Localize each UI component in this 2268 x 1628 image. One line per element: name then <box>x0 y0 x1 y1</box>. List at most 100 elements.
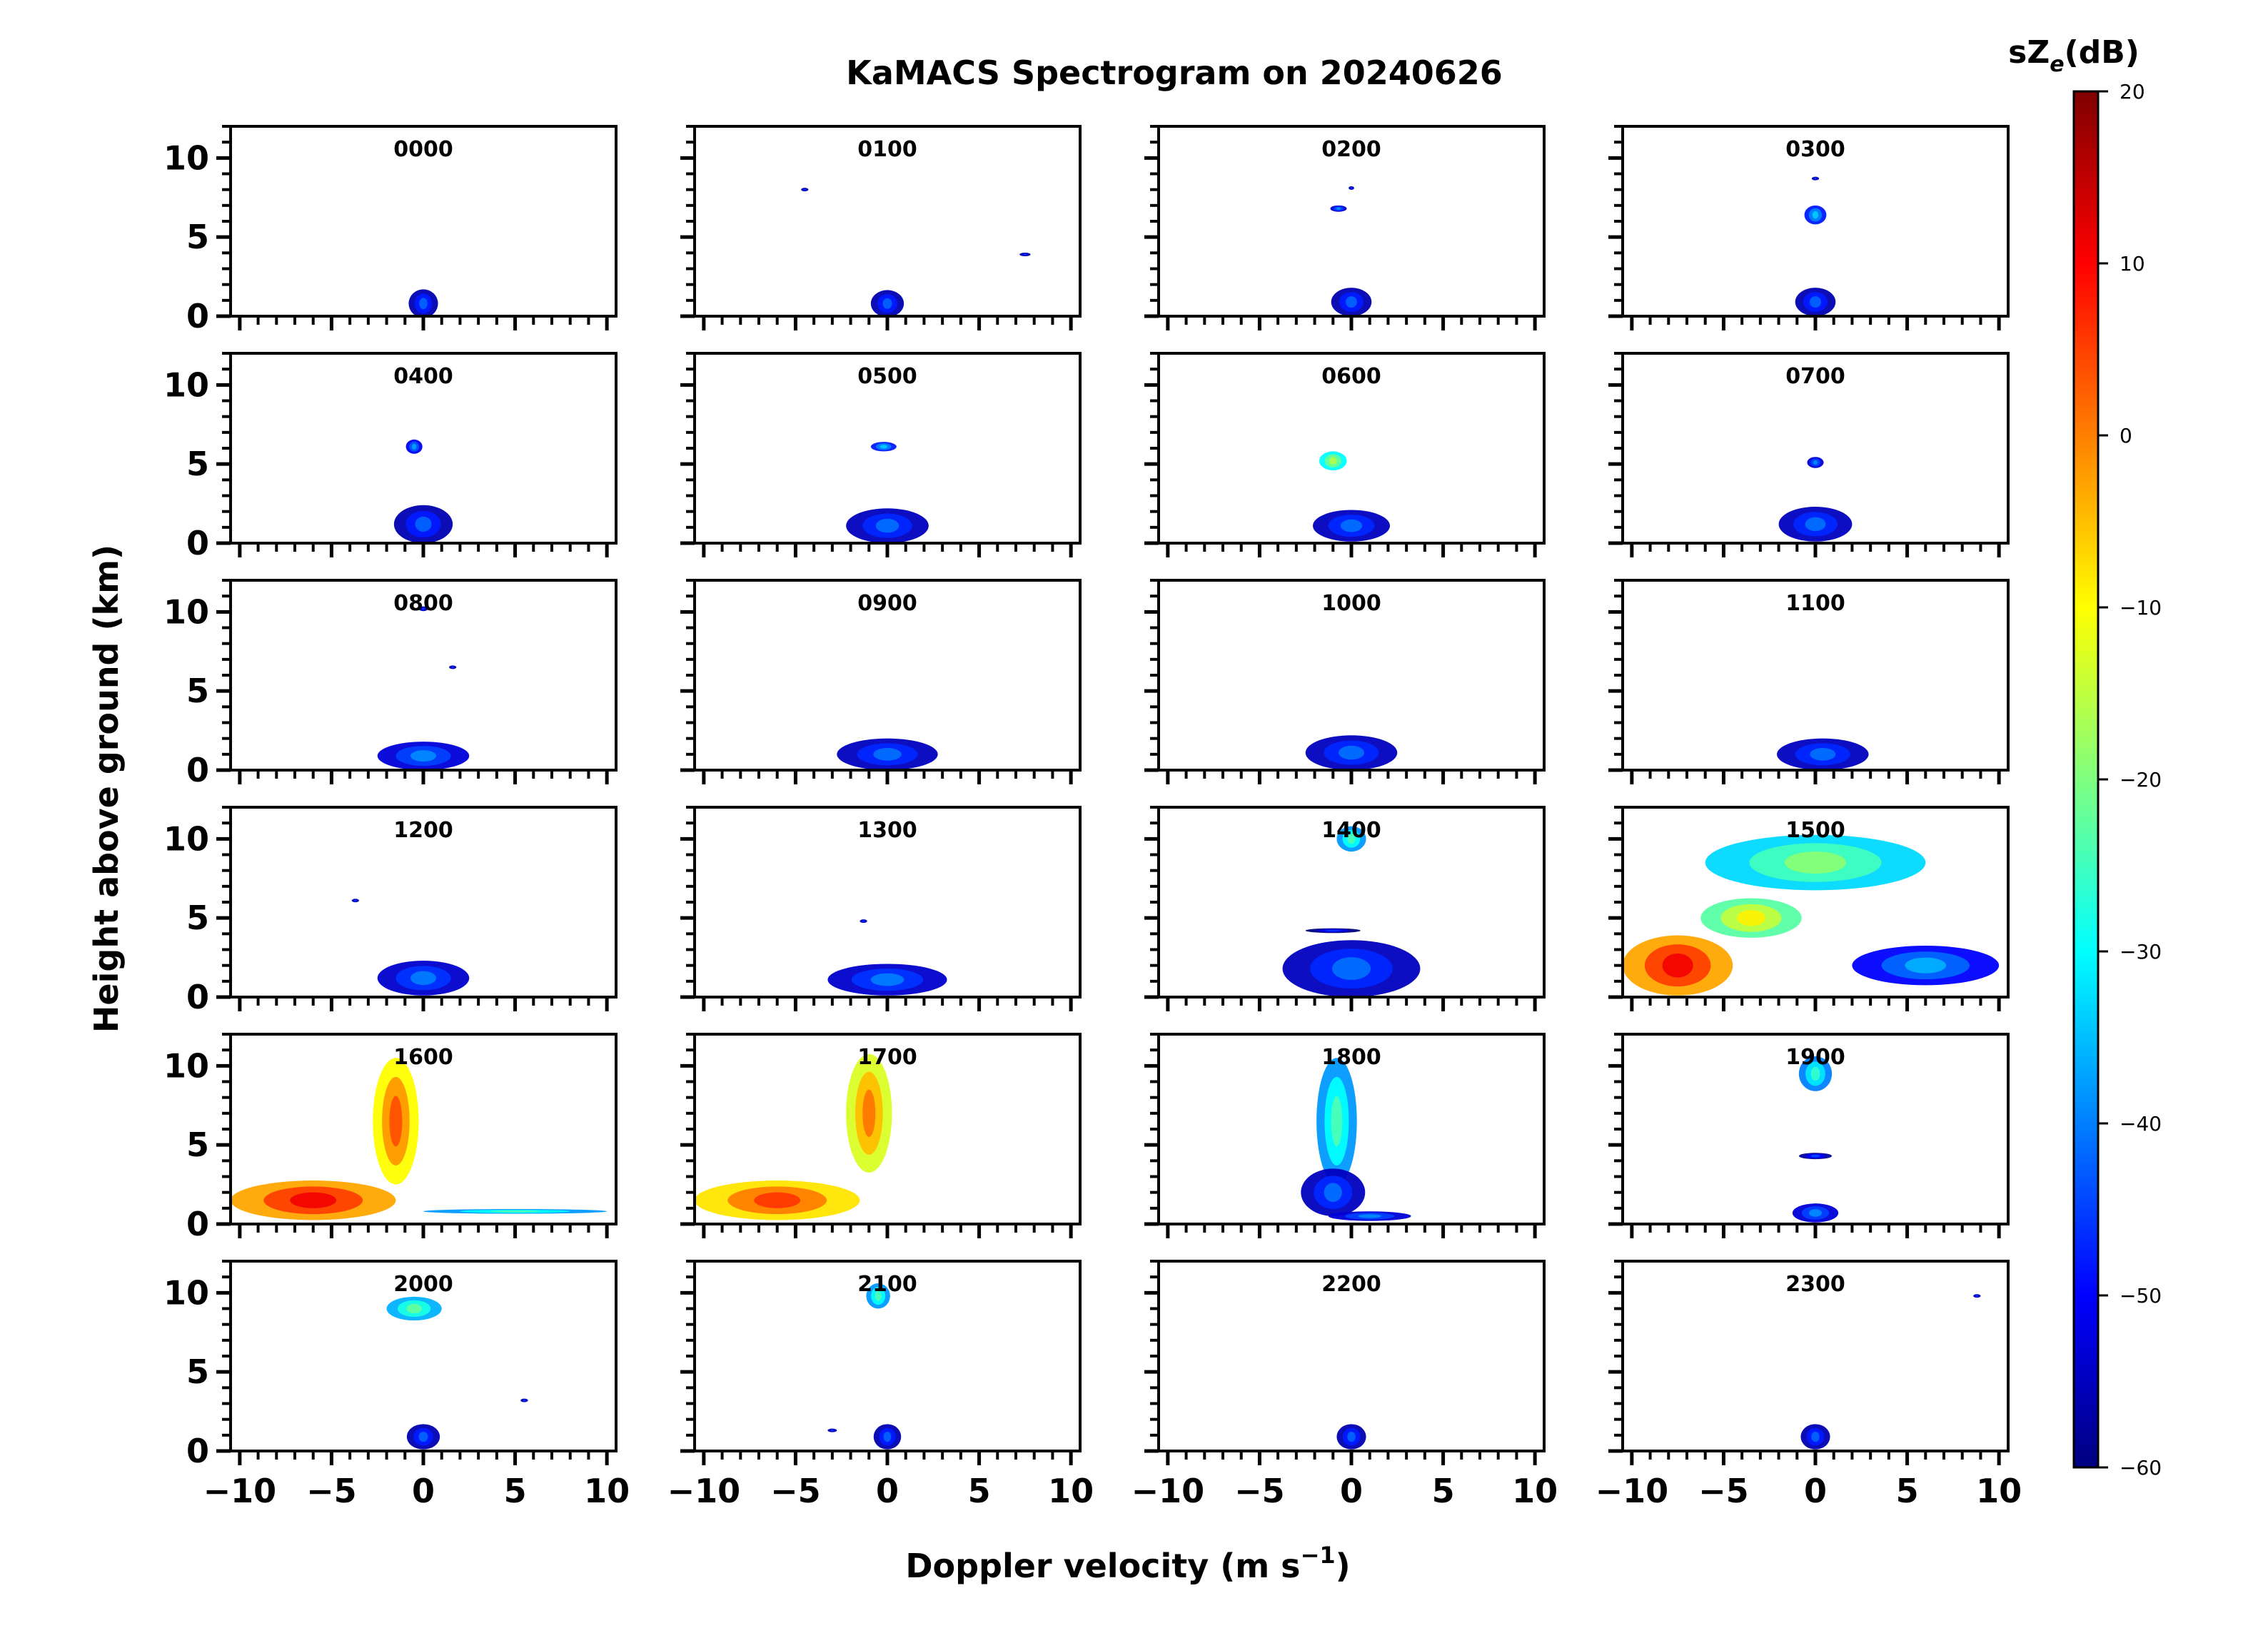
x-tick-label: 5 <box>968 1472 991 1510</box>
spectral-echo-peak <box>1810 1066 1820 1081</box>
spectral-echo-peak <box>354 899 357 901</box>
spectral-echo-peak <box>523 1400 525 1402</box>
panel-data <box>1623 834 2000 996</box>
colorbar-tick-label: 10 <box>2120 252 2145 275</box>
x-tick-label: −5 <box>770 1472 821 1510</box>
colorbar-label-text: sZ <box>2008 34 2050 71</box>
spectral-echo-peak <box>831 1430 834 1432</box>
colorbar-tick-label: −20 <box>2120 768 2162 792</box>
panel-2100: −10 −5 0 5 10 2100 <box>667 1260 1094 1510</box>
colorbar-tick-label: −30 <box>2120 940 2162 964</box>
panel-0300: 0300 <box>1608 125 2010 330</box>
spectral-echo-peak <box>875 1290 882 1301</box>
y-tick-label: 0 <box>186 1205 209 1243</box>
panel-0100: 0100 <box>680 125 1082 330</box>
y-tick-label: 10 <box>163 1273 209 1312</box>
colorbar-tick-label: −50 <box>2120 1284 2162 1308</box>
panel-2200: −10 −5 0 5 10 2200 <box>1132 1260 1558 1510</box>
x-tick-label: 10 <box>584 1472 630 1510</box>
y-tick-label: 5 <box>186 899 209 937</box>
panel-data <box>1282 826 1421 997</box>
spectral-echo-peak <box>1813 460 1818 465</box>
spectral-echo-peak <box>1332 957 1371 981</box>
y-tick-label: 5 <box>186 1126 209 1164</box>
panel-0400: 0 5 10 0400 <box>163 352 618 562</box>
spectral-echo-peak <box>1358 1214 1381 1218</box>
panel-data <box>393 439 453 543</box>
spectral-echo-peak <box>1905 957 1947 974</box>
panel-time-label: 1400 <box>1321 818 1381 843</box>
panel-time-label: 0100 <box>857 137 917 162</box>
colorbar-label-subscript: e <box>2050 52 2064 77</box>
panel-1500: 1500 <box>1608 806 2010 1011</box>
panel-data <box>1336 1424 1366 1450</box>
spectral-echo-peak <box>870 973 904 986</box>
y-tick-label: 5 <box>186 218 209 256</box>
panel-data <box>408 289 438 316</box>
x-tick-label: −5 <box>1234 1472 1285 1510</box>
spectral-echo-peak <box>1331 1096 1343 1147</box>
spectral-echo-peak <box>1662 953 1693 978</box>
x-axis-label-close: ) <box>1336 1547 1351 1585</box>
spectral-echo-peak <box>1810 747 1836 761</box>
panel-1600: 0 5 10 1600 <box>163 1033 618 1243</box>
spectral-echo-peak <box>406 1303 422 1314</box>
panel-time-label: 0000 <box>393 137 453 162</box>
panel-time-label: 1900 <box>1785 1045 1845 1070</box>
colorbar-scale <box>2072 90 2100 1469</box>
spectral-echo-peak <box>1810 296 1821 308</box>
x-tick-label: −5 <box>1698 1472 1749 1510</box>
y-tick-label: 0 <box>186 978 209 1016</box>
y-tick-label: 5 <box>186 445 209 483</box>
spectral-echo-peak <box>1329 457 1337 465</box>
spectral-echo-peak <box>389 1096 403 1147</box>
panel-time-label: 0400 <box>393 364 453 389</box>
panel-time-label: 1800 <box>1321 1045 1381 1070</box>
panel-time-label: 0900 <box>857 591 917 616</box>
x-tick-label: −5 <box>306 1472 357 1510</box>
y-tick-label: 10 <box>163 1046 209 1085</box>
colorbar-ticks: 20 10 0 −10 −20 −30 −40 −50 −60 <box>2098 80 2162 1480</box>
panel-data <box>1777 738 1869 770</box>
panel-0200: 0200 <box>1144 125 1546 330</box>
panel-time-label: 0800 <box>393 591 453 616</box>
y-axis-label: Height above ground (km) <box>87 545 126 1033</box>
spectral-echo-peak <box>419 298 428 310</box>
y-tick-label: 0 <box>186 1432 209 1470</box>
panel-time-label: 2200 <box>1321 1272 1381 1297</box>
colorbar: sZe(dB) 20 10 0 −10 −20 −30 −40 −50 −60 <box>2008 34 2162 1480</box>
spectral-echo-peak <box>1324 1183 1342 1202</box>
y-tick-label: 10 <box>163 592 209 631</box>
spectral-echo-peak <box>1347 1431 1356 1442</box>
colorbar-tick-label: −10 <box>2120 596 2162 620</box>
spectral-echo-peak <box>882 298 892 309</box>
spectral-echo-peak <box>1325 929 1341 932</box>
spectral-echo-peak <box>875 518 899 533</box>
x-tick-label: 0 <box>876 1472 899 1510</box>
panel-time-label: 2000 <box>393 1272 453 1297</box>
y-tick-label: 5 <box>186 672 209 710</box>
panel-data <box>231 1058 608 1220</box>
spectral-echo-peak <box>489 1210 541 1213</box>
spectral-echo-peak <box>1812 211 1819 219</box>
colorbar-tick-label: 0 <box>2120 424 2132 448</box>
spectral-echo-peak <box>1810 1154 1820 1158</box>
spectral-echo-peak <box>1350 187 1353 189</box>
panel-time-label: 0700 <box>1785 364 1845 389</box>
spectral-echo-peak <box>1339 745 1364 760</box>
y-tick-label: 10 <box>163 819 209 858</box>
panel-data <box>386 1296 528 1450</box>
panel-0700: 0700 <box>1608 352 2010 557</box>
x-axis-label-text: Doppler velocity (m s <box>905 1547 1300 1585</box>
panel-data <box>827 1283 902 1450</box>
panel-time-label: 0500 <box>857 364 917 389</box>
panel-1700: 1700 <box>680 1033 1082 1238</box>
x-tick-label: −10 <box>667 1472 741 1510</box>
y-tick-label: 5 <box>186 1353 209 1391</box>
spectral-echo-peak <box>410 971 436 986</box>
panel-time-label: 2100 <box>857 1272 917 1297</box>
spectral-echo-peak <box>418 1431 428 1442</box>
colorbar-tick-label: −40 <box>2120 1112 2162 1136</box>
panel-data <box>1795 176 1836 316</box>
